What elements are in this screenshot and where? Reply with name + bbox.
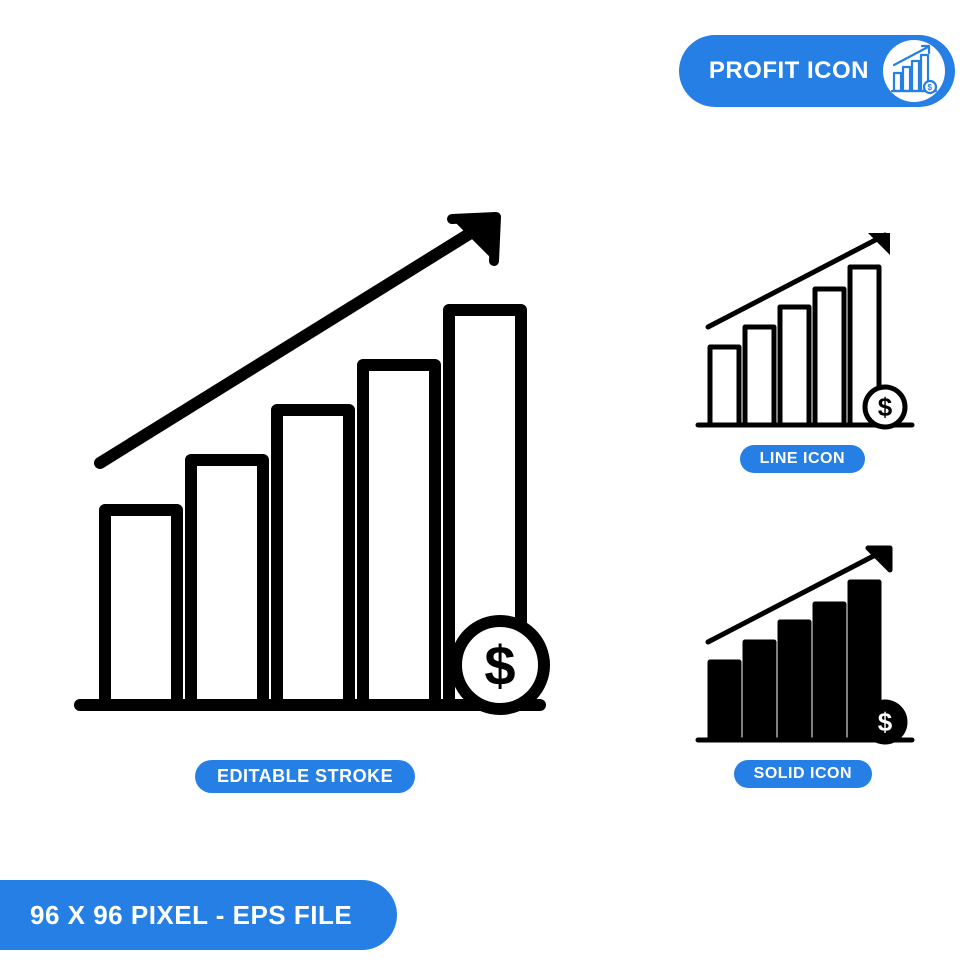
solid-icon-label: SOLID ICON — [734, 760, 872, 788]
line-profit-icon: $ — [690, 225, 920, 435]
main-profit-icon: $ — [70, 195, 550, 735]
footer-text: 96 X 96 PIXEL - EPS FILE — [30, 900, 352, 931]
header-label: PROFIT ICON — [709, 57, 869, 85]
editable-stroke-label: EDITABLE STROKE — [195, 760, 415, 793]
solid-profit-icon: $ — [690, 540, 920, 750]
line-icon-label: LINE ICON — [740, 445, 865, 473]
header-profit-pill: PROFIT ICON $ — [679, 35, 955, 107]
footer-spec-bar: 96 X 96 PIXEL - EPS FILE — [0, 880, 397, 950]
svg-text:$: $ — [878, 392, 893, 422]
profit-mini-icon: $ — [883, 40, 945, 102]
svg-text:$: $ — [878, 707, 893, 737]
svg-text:$: $ — [484, 634, 515, 697]
svg-text:$: $ — [928, 83, 933, 92]
